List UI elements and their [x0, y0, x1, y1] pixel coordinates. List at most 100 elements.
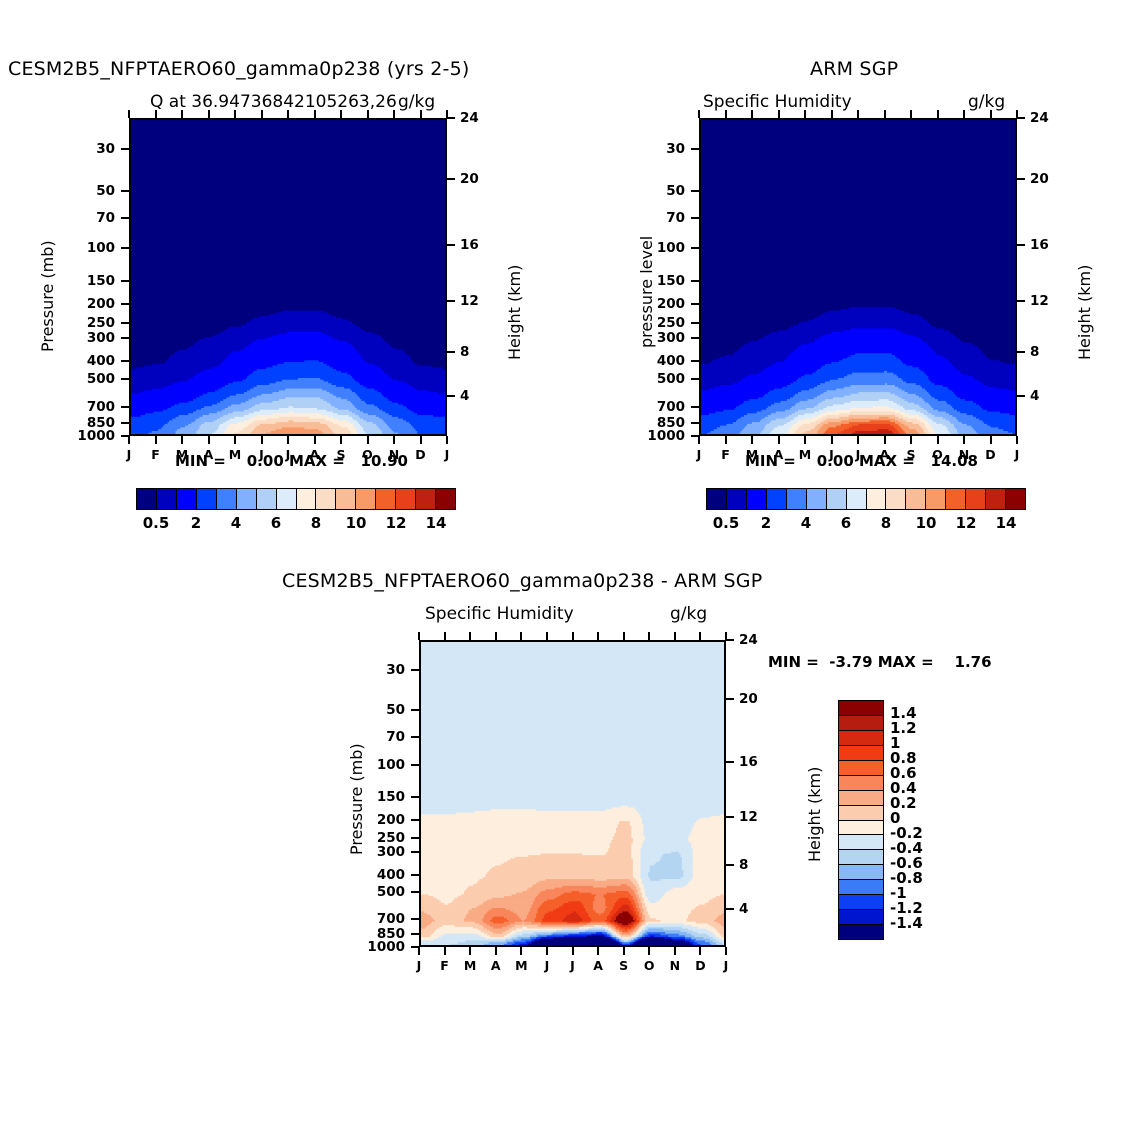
pressure-tick-label: 400 — [376, 866, 405, 883]
colorbar-cell — [416, 489, 437, 509]
month-label: J — [285, 447, 291, 462]
colorbar-diff-tick-label: 0.6 — [890, 764, 917, 782]
axis-tick-bottom — [393, 436, 395, 444]
axis-tick-bottom — [883, 436, 886, 444]
colorbar-diff-tick-label: -0.4 — [890, 839, 923, 857]
colorbar-cell — [216, 489, 237, 509]
pressure-tick-label: 850 — [656, 414, 685, 431]
axis-tick-left — [121, 435, 129, 437]
axis-tick-left — [121, 421, 129, 424]
colorbar-diff-tick-label: 0.4 — [890, 779, 917, 797]
axis-tick-top — [725, 632, 727, 640]
month-label: J — [570, 958, 575, 973]
axis-tick-right — [726, 816, 734, 818]
colorbar-cell — [839, 895, 883, 911]
pressure-tick-label: 200 — [86, 296, 115, 313]
axis-tick-right — [1017, 243, 1025, 246]
panel-model-minmax: MIN = 0.00 MAX = 10.90 — [175, 452, 408, 470]
panel-obs-subtitle-units: g/kg — [968, 92, 1006, 112]
height-tick-label: 12 — [739, 809, 758, 825]
axis-tick-left — [691, 336, 699, 339]
axis-tick-top — [597, 632, 600, 640]
colorbar-cell — [1006, 489, 1025, 509]
axis-tick-top — [545, 632, 548, 640]
colorbar-cell — [156, 489, 177, 509]
month-label: A — [203, 447, 214, 462]
pressure-tick-label: 30 — [96, 141, 115, 158]
colorbar-cell — [236, 489, 257, 509]
axis-tick-top — [989, 110, 992, 118]
colorbar-obs — [706, 488, 1026, 510]
axis-tick-right — [1017, 300, 1025, 303]
pressure-tick-label: 1000 — [77, 428, 115, 444]
axis-tick-bottom — [725, 947, 727, 955]
axis-tick-left — [691, 378, 699, 381]
colorbar-tick-label: 2 — [190, 514, 202, 532]
axis-tick-left — [411, 850, 419, 853]
height-tick-label: 4 — [460, 388, 470, 405]
colorbar-diff-tick-label: 0.2 — [890, 794, 917, 812]
month-label: D — [985, 447, 996, 462]
panel-diff-title: CESM2B5_NFPTAERO60_gamma0p238 - ARM SGP — [282, 570, 763, 592]
height-tick-label: 16 — [460, 236, 479, 253]
month-label: J — [416, 958, 422, 973]
axis-tick-right — [726, 639, 734, 641]
month-label: M — [515, 958, 528, 973]
colorbar-cell — [436, 489, 455, 509]
axis-tick-top — [313, 110, 316, 118]
colorbar-cell — [839, 910, 883, 926]
axis-tick-right — [726, 864, 734, 867]
axis-tick-top — [181, 110, 183, 118]
panel-diff-plot — [419, 640, 726, 947]
axis-tick-right — [726, 907, 734, 910]
colorbar-cell — [336, 489, 357, 509]
pressure-tick-label: 400 — [86, 353, 115, 370]
height-tick-label: 4 — [739, 900, 749, 917]
colorbar-tick-label: 0.5 — [712, 514, 740, 532]
colorbar-diff-tick-label: -1.4 — [890, 914, 923, 932]
pressure-tick-label: 500 — [86, 371, 115, 388]
axis-tick-bottom — [366, 436, 369, 444]
colorbar-tick-label: 6 — [840, 514, 852, 532]
axis-tick-right — [447, 350, 455, 353]
axis-tick-bottom — [963, 436, 965, 444]
month-label: S — [619, 958, 629, 973]
colorbar-tick-label: 10 — [345, 514, 367, 532]
height-tick-label: 12 — [460, 293, 479, 310]
colorbar-tick-label: 10 — [915, 514, 937, 532]
axis-tick-right — [447, 178, 455, 181]
height-tick-label: 20 — [739, 691, 758, 708]
panel-model-plot — [129, 118, 447, 436]
axis-tick-bottom — [313, 436, 316, 444]
axis-tick-top — [648, 632, 651, 640]
colorbar-cell — [846, 489, 867, 509]
pressure-tick-label: 70 — [666, 210, 685, 227]
pressure-tick-label: 500 — [376, 884, 405, 901]
pressure-tick-label: 700 — [86, 398, 115, 415]
colorbar-tick-label: 14 — [995, 514, 1017, 532]
axis-tick-left — [121, 405, 129, 408]
axis-tick-right — [726, 698, 734, 701]
axis-tick-right — [1017, 350, 1025, 353]
axis-tick-bottom — [830, 436, 833, 444]
colorbar-cell — [746, 489, 767, 509]
pressure-tick-label: 300 — [376, 843, 405, 860]
axis-tick-top — [443, 632, 446, 640]
axis-tick-top — [207, 110, 210, 118]
axis-tick-bottom — [698, 436, 700, 444]
axis-tick-top — [520, 632, 523, 640]
axis-tick-right — [447, 243, 455, 246]
axis-tick-top — [419, 110, 422, 118]
axis-tick-top — [128, 110, 130, 118]
axis-tick-bottom — [751, 436, 753, 444]
axis-tick-bottom — [154, 436, 157, 444]
month-label: O — [932, 447, 943, 462]
colorbar-cell — [839, 775, 883, 791]
axis-tick-left — [411, 709, 419, 712]
height-tick-label: 8 — [1030, 343, 1040, 360]
axis-tick-top — [393, 110, 395, 118]
pressure-tick-label: 300 — [86, 329, 115, 346]
panel-obs-plot — [699, 118, 1017, 436]
month-label: A — [879, 447, 890, 462]
